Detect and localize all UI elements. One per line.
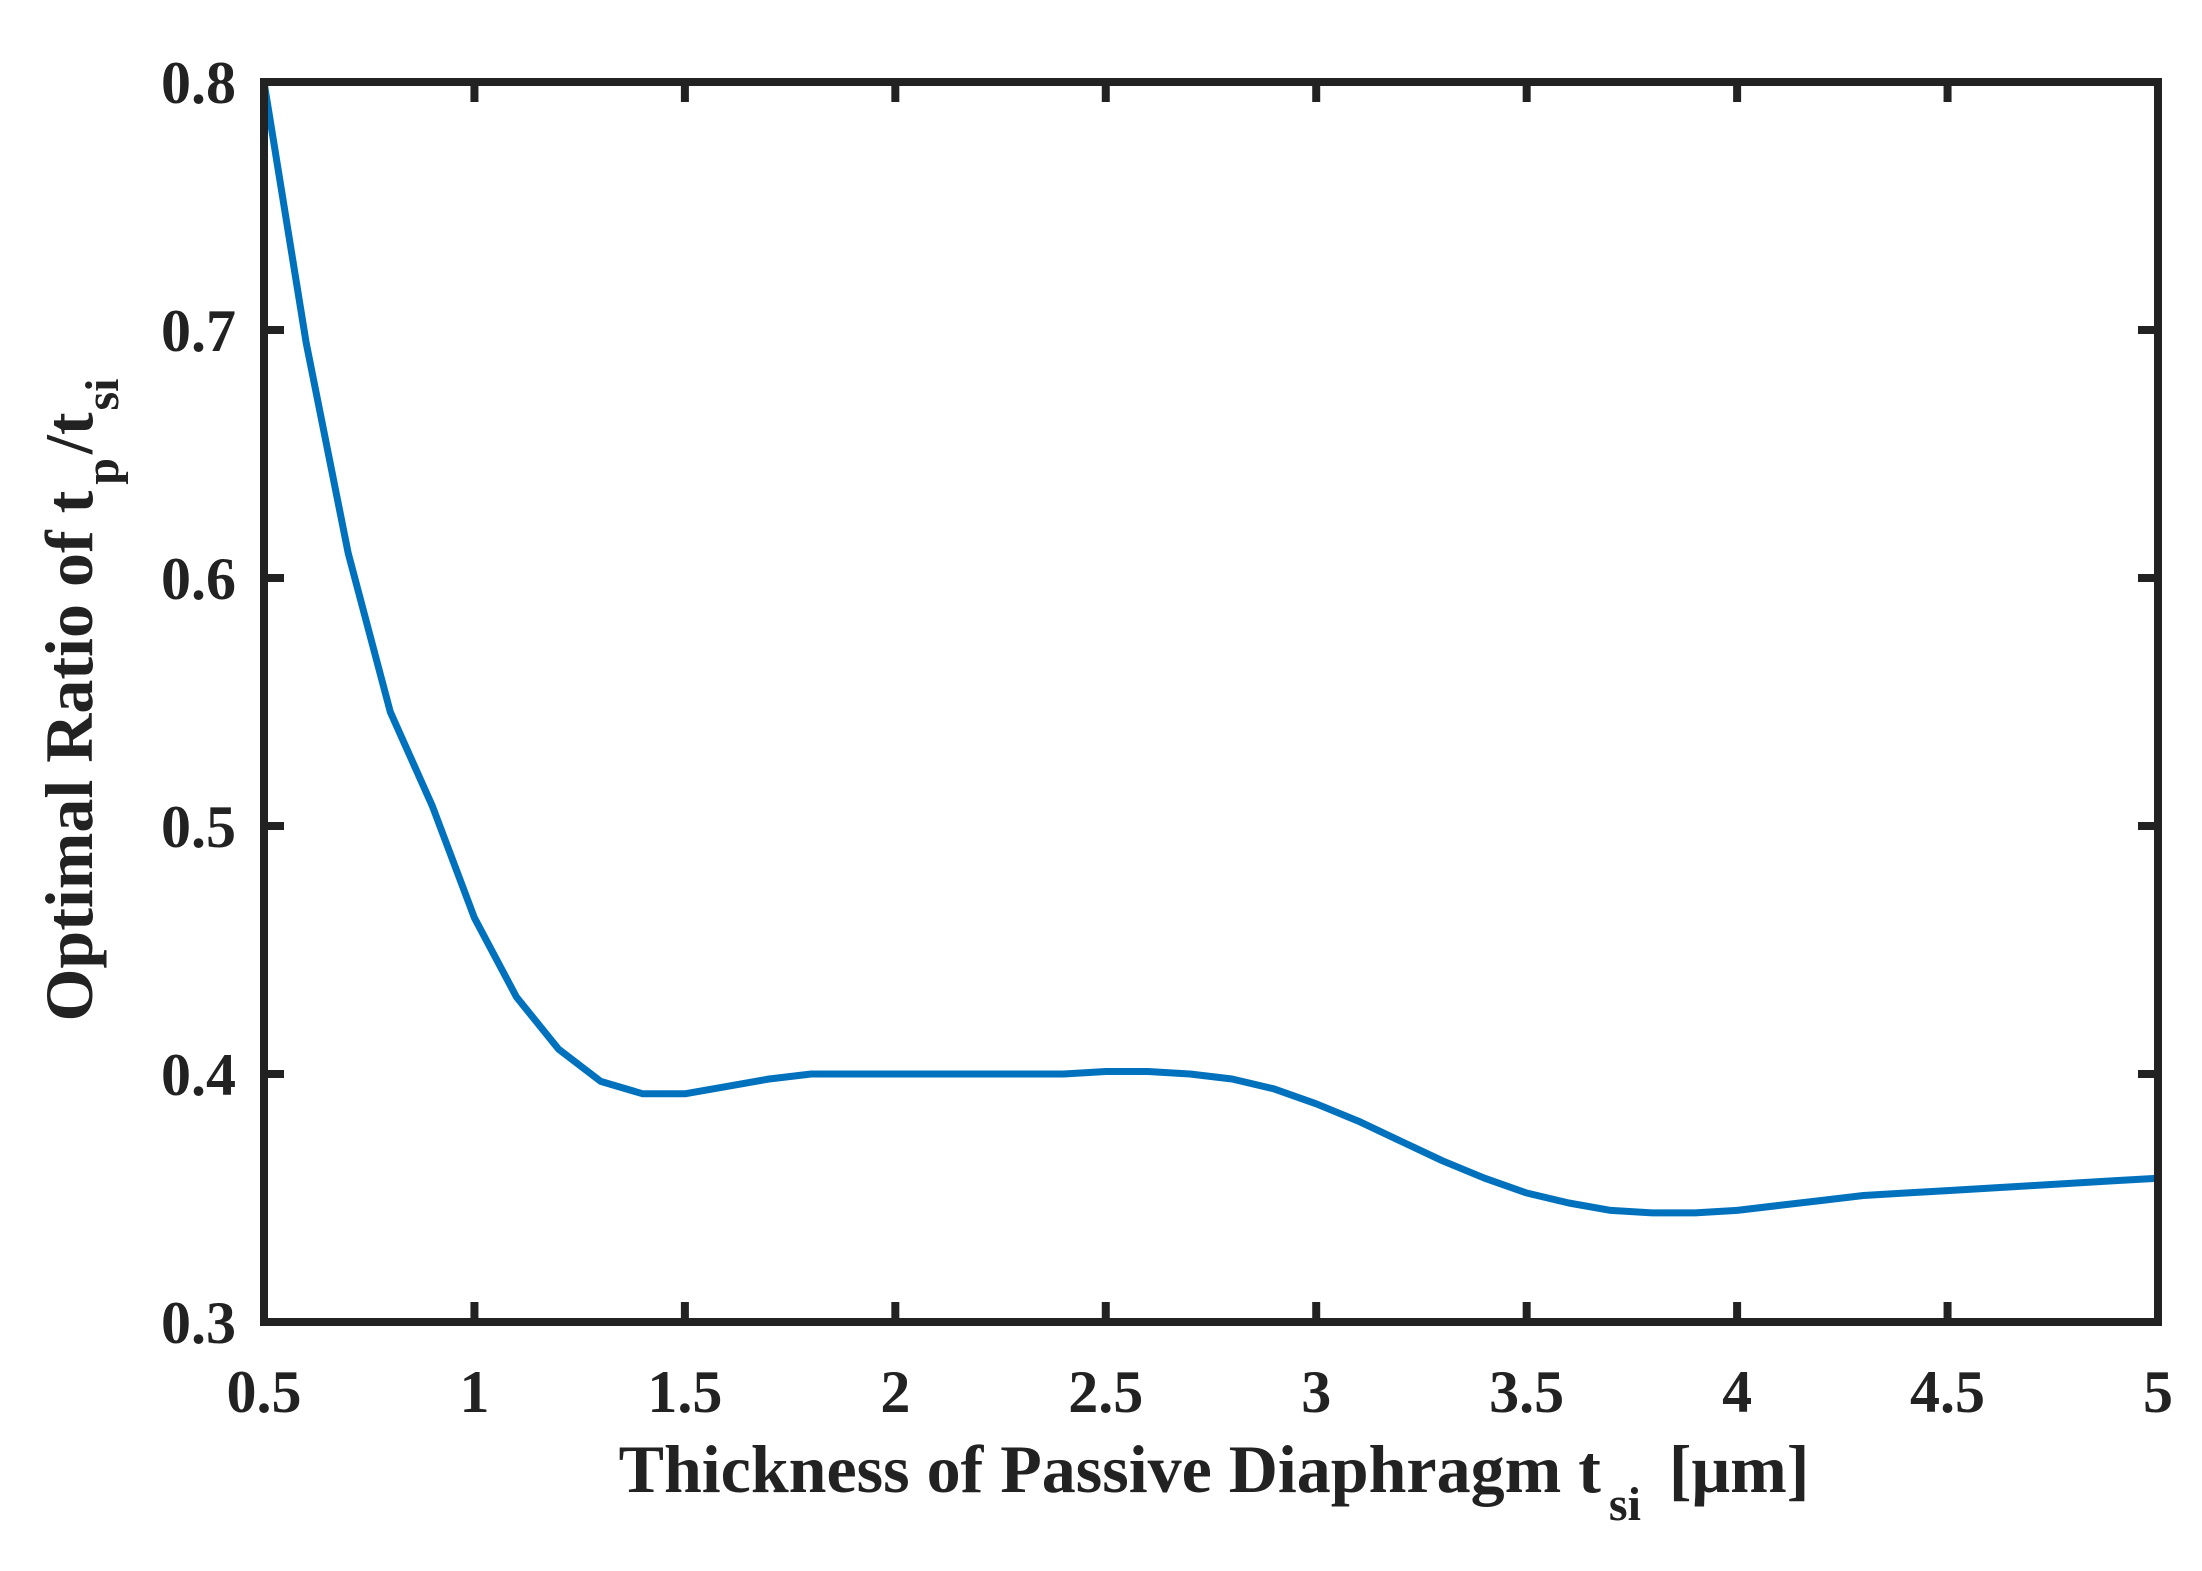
series-line <box>260 78 2162 1217</box>
plot-frame <box>260 78 2162 1326</box>
axis-ticks <box>260 78 2162 1326</box>
y-tick-label: 0.4 <box>161 1042 236 1108</box>
plot-marks <box>260 78 2162 1217</box>
x-axis-title: Thickness of Passive Diaphragm t si [μm] <box>619 1431 1810 1531</box>
y-tick-label: 0.7 <box>161 298 236 364</box>
x-tick-label: 2.5 <box>1068 1359 1143 1425</box>
x-tick-label: 1.5 <box>647 1359 722 1425</box>
y-tick-label: 0.8 <box>161 50 236 116</box>
x-tick-label: 4 <box>1722 1359 1752 1425</box>
x-tick-label: 0.5 <box>227 1359 302 1425</box>
x-tick-label: 3.5 <box>1489 1359 1564 1425</box>
x-tick-label: 4.5 <box>1910 1359 1985 1425</box>
x-tick-label: 3 <box>1301 1359 1331 1425</box>
y-tick-label: 0.6 <box>161 546 236 612</box>
tick-labels: 0.5 1 1.5 2 2.5 3 3.5 4 4.5 5 0.3 0.4 0.5 0.6 0.7 0.8 <box>161 50 2173 1425</box>
y-tick-label: 0.5 <box>161 794 236 860</box>
y-tick-label: 0.3 <box>161 1290 236 1356</box>
x-tick-label: 5 <box>2143 1359 2173 1425</box>
y-axis-title: Optimal Ratio of tp/tsi <box>31 379 129 1022</box>
x-tick-label: 1 <box>459 1359 489 1425</box>
x-tick-label: 2 <box>880 1359 910 1425</box>
